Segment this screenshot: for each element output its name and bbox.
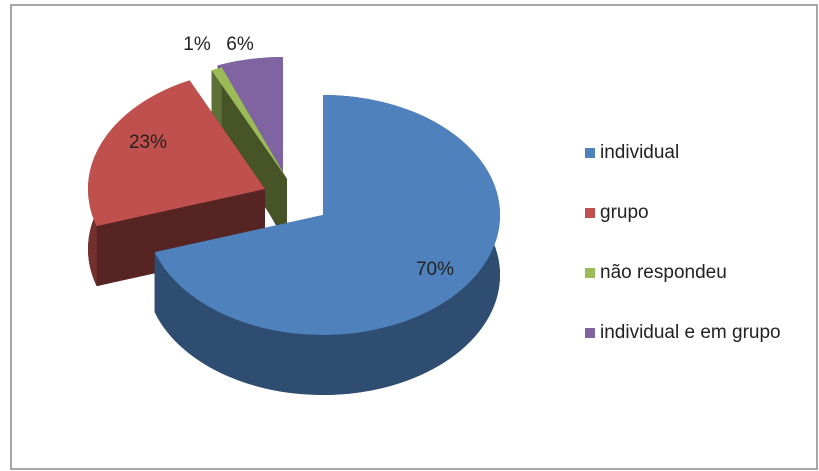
legend-label: individual	[600, 142, 679, 163]
slice-top	[154, 95, 500, 335]
slice-face	[221, 67, 287, 239]
legend-label: grupo	[600, 202, 649, 223]
legend-swatch	[585, 208, 595, 218]
legend-label: individual e em grupo	[600, 322, 781, 343]
data-label: 6%	[226, 34, 254, 55]
data-label: 1%	[183, 34, 211, 55]
slice-top	[211, 67, 287, 179]
legend-swatch	[585, 268, 595, 278]
slice-face	[96, 189, 265, 287]
legend-label: não respondeu	[600, 262, 727, 283]
pie-slice	[154, 95, 501, 396]
data-label: 70%	[416, 259, 454, 280]
slice-wall	[211, 67, 222, 131]
legend-swatch	[585, 328, 595, 338]
slice-top	[88, 80, 266, 227]
legend-swatch	[585, 148, 595, 158]
data-label: 23%	[129, 132, 167, 153]
